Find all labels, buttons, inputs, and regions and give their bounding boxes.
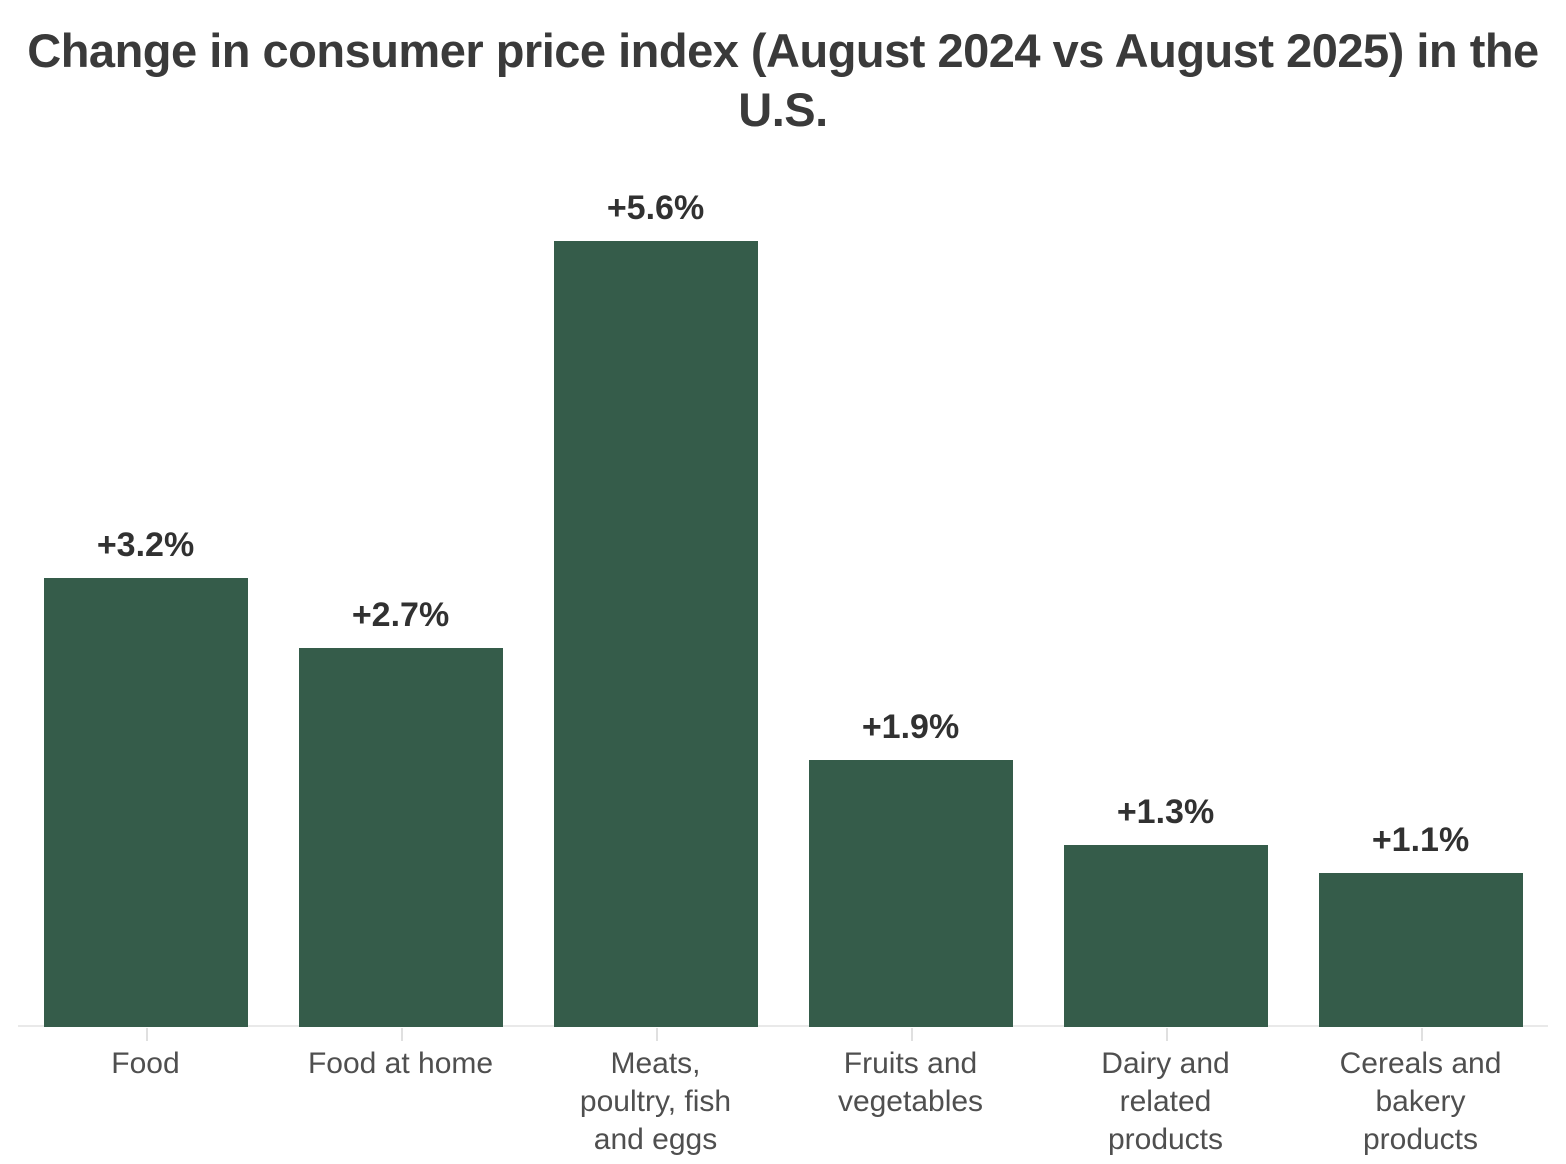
bar-column: +5.6% Meats, poultry, fish and eggs <box>528 160 783 1156</box>
x-axis-label: Cereals and bakery products <box>1339 1047 1502 1156</box>
bar <box>298 648 503 1027</box>
bar <box>1063 845 1268 1027</box>
x-axis-label: Meats, poultry, fish and eggs <box>579 1047 732 1156</box>
bar <box>43 578 248 1027</box>
bar-value-label: +5.6% <box>606 189 705 227</box>
chart-title: Change in consumer price index (August 2… <box>27 24 1539 136</box>
bar-value-label: +3.2% <box>96 526 195 564</box>
x-axis-label: Food <box>111 1047 180 1080</box>
x-axis-tick <box>1420 1028 1423 1041</box>
x-axis-tick <box>910 1028 913 1041</box>
x-axis-tick <box>655 1028 658 1041</box>
bar <box>553 241 758 1027</box>
bar <box>808 760 1013 1027</box>
bar-value-label: +1.1% <box>1371 821 1470 859</box>
bar-value-label: +1.3% <box>1116 793 1215 831</box>
bar-chart-plot-area: +3.2% Food +2.7% Food at home +5.6% Meats, po… <box>18 160 1548 1156</box>
bar-column: +1.1% Cereals and bakery products <box>1293 160 1548 1156</box>
bar-value-label: +2.7% <box>351 596 450 634</box>
x-axis-label: Dairy and related products <box>1101 1047 1230 1156</box>
x-axis-tick <box>400 1028 403 1041</box>
bar <box>1318 873 1523 1027</box>
bar-column: +1.3% Dairy and related products <box>1038 160 1293 1156</box>
x-axis-label: Food at home <box>307 1047 494 1080</box>
x-axis-tick <box>1165 1028 1168 1041</box>
bar-column: +1.9% Fruits and vegetables <box>783 160 1038 1118</box>
bar-column: +2.7% Food at home <box>273 160 528 1080</box>
x-axis-label: Fruits and vegetables <box>837 1047 984 1118</box>
x-axis-line <box>18 1025 1548 1027</box>
bar-column: +3.2% Food <box>18 160 273 1080</box>
bar-value-label: +1.9% <box>861 708 960 746</box>
x-axis-tick <box>145 1028 148 1041</box>
